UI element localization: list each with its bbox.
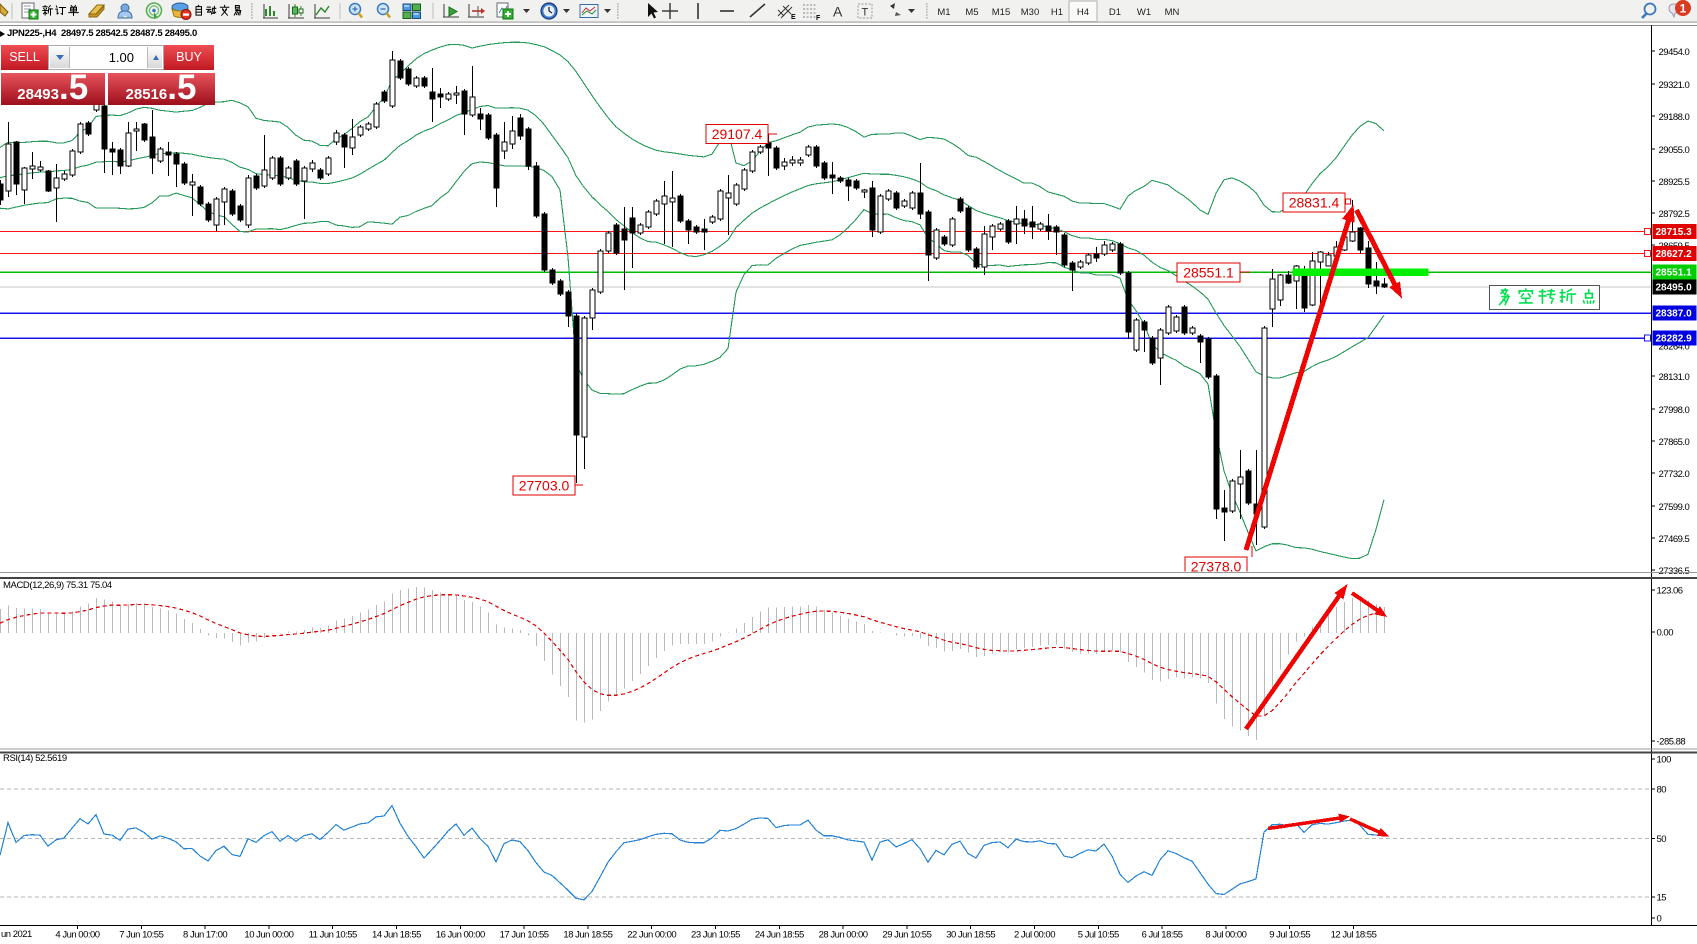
svg-text:28131.0: 28131.0 — [1659, 372, 1690, 383]
svg-text:M1: M1 — [937, 7, 950, 18]
svg-text:29454.0: 29454.0 — [1659, 47, 1690, 58]
svg-text:27865.0: 27865.0 — [1659, 437, 1690, 448]
svg-text:27998.0: 27998.0 — [1659, 405, 1690, 416]
svg-text:123.06: 123.06 — [1657, 586, 1683, 597]
svg-text:28551.1: 28551.1 — [1656, 268, 1693, 279]
svg-text:14 Jun 18:55: 14 Jun 18:55 — [372, 930, 421, 941]
svg-text:M15: M15 — [992, 7, 1010, 18]
svg-text:6 Jul 18:55: 6 Jul 18:55 — [1142, 930, 1183, 941]
svg-text:2 Jul 00:00: 2 Jul 00:00 — [1014, 930, 1055, 941]
svg-text:8 Jun 17:00: 8 Jun 17:00 — [183, 930, 227, 941]
svg-text:29 Jun 10:55: 29 Jun 10:55 — [882, 930, 931, 941]
svg-text:27599.0: 27599.0 — [1659, 502, 1690, 513]
svg-text:RSI(14) 52.5619: RSI(14) 52.5619 — [3, 753, 67, 764]
svg-text:un 2021: un 2021 — [1, 929, 32, 940]
svg-text:17 Jun 10:55: 17 Jun 10:55 — [500, 930, 549, 941]
svg-text:T: T — [862, 7, 869, 19]
svg-text:27732.0: 27732.0 — [1659, 469, 1690, 480]
svg-text:28792.5: 28792.5 — [1659, 209, 1690, 220]
svg-text:-285.88: -285.88 — [1657, 737, 1686, 748]
svg-text:28627.2: 28627.2 — [1656, 249, 1693, 260]
svg-text:11 Jun 10:55: 11 Jun 10:55 — [309, 930, 357, 941]
svg-text:18 Jun 18:55: 18 Jun 18:55 — [563, 930, 612, 941]
svg-text:28551.1: 28551.1 — [1183, 265, 1234, 281]
svg-text:29055.0: 29055.0 — [1659, 145, 1690, 156]
svg-text:12 Jul 18:55: 12 Jul 18:55 — [1331, 930, 1377, 941]
svg-text:0.00: 0.00 — [1657, 628, 1674, 639]
svg-text:A: A — [833, 4, 843, 20]
svg-text:MN: MN — [1165, 7, 1180, 18]
svg-text:1: 1 — [1680, 2, 1687, 16]
svg-text:28282.9: 28282.9 — [1656, 334, 1693, 345]
svg-text:D1: D1 — [1109, 7, 1121, 18]
svg-text:4 Jun 00:00: 4 Jun 00:00 — [55, 930, 99, 941]
svg-text:29188.0: 29188.0 — [1659, 112, 1690, 123]
svg-text:8 Jul 00:00: 8 Jul 00:00 — [1205, 930, 1246, 941]
svg-text:80: 80 — [1657, 785, 1667, 796]
svg-text:24 Jun 18:55: 24 Jun 18:55 — [755, 930, 804, 941]
svg-text:28264.0: 28264.0 — [1659, 342, 1690, 353]
svg-text:27469.5: 27469.5 — [1659, 534, 1690, 545]
svg-text:27336.5: 27336.5 — [1659, 566, 1690, 577]
svg-text:28495.0: 28495.0 — [1656, 283, 1693, 294]
svg-text:29321.0: 29321.0 — [1659, 80, 1690, 91]
svg-text:W1: W1 — [1137, 7, 1151, 18]
svg-text:10 Jun 00:00: 10 Jun 00:00 — [244, 930, 293, 941]
svg-text:100: 100 — [1657, 755, 1672, 766]
svg-text:M30: M30 — [1021, 7, 1039, 18]
svg-text:MACD(12,26,9) 75.31 75.04: MACD(12,26,9) 75.31 75.04 — [3, 580, 112, 591]
svg-text:22 Jun 00:00: 22 Jun 00:00 — [627, 930, 676, 941]
svg-text:5 Jul 10:55: 5 Jul 10:55 — [1078, 930, 1119, 941]
svg-text:F: F — [816, 15, 821, 22]
svg-text:29107.4: 29107.4 — [712, 126, 763, 142]
svg-text:E: E — [791, 14, 796, 21]
svg-text:28831.4: 28831.4 — [1289, 195, 1340, 211]
svg-text:H4: H4 — [1077, 7, 1089, 18]
svg-text:M5: M5 — [965, 7, 978, 18]
svg-text:30 Jun 18:55: 30 Jun 18:55 — [946, 930, 995, 941]
svg-text:28387.0: 28387.0 — [1656, 309, 1693, 320]
svg-text:16 Jun 00:00: 16 Jun 00:00 — [436, 930, 485, 941]
svg-text:9 Jul 10:55: 9 Jul 10:55 — [1269, 930, 1310, 941]
svg-text:27703.0: 27703.0 — [519, 478, 570, 494]
svg-text:50: 50 — [1657, 834, 1667, 845]
svg-text:0: 0 — [1657, 914, 1662, 925]
svg-text:28925.5: 28925.5 — [1659, 177, 1690, 188]
svg-text:28 Jun 00:00: 28 Jun 00:00 — [819, 930, 868, 941]
svg-text:7 Jun 10:55: 7 Jun 10:55 — [119, 930, 163, 941]
svg-text:H1: H1 — [1051, 7, 1063, 18]
svg-text:23 Jun 10:55: 23 Jun 10:55 — [691, 930, 740, 941]
svg-text:28715.3: 28715.3 — [1656, 227, 1693, 238]
svg-text:27378.0: 27378.0 — [1191, 559, 1242, 575]
svg-text:15: 15 — [1657, 893, 1667, 904]
